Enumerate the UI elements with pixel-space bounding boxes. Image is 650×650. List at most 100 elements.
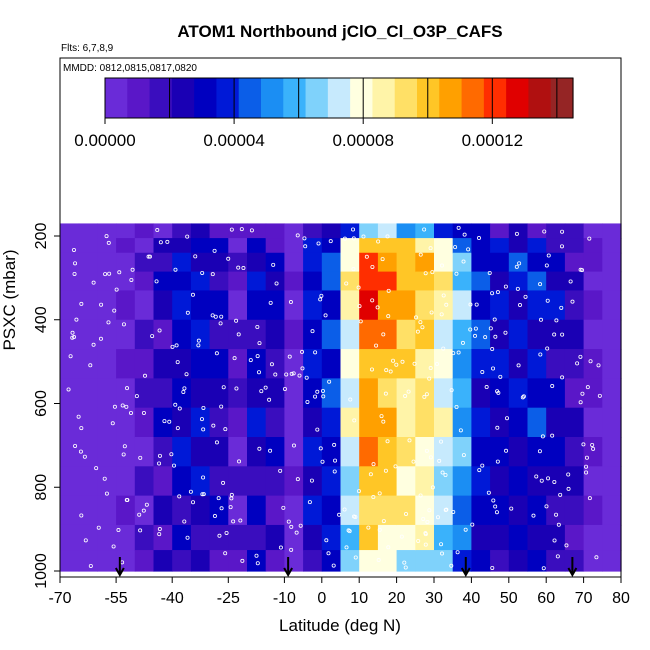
sample-point bbox=[487, 271, 492, 276]
sample-point bbox=[154, 279, 159, 284]
sample-point bbox=[441, 346, 446, 351]
colorbar-cell bbox=[461, 78, 485, 118]
sample-point bbox=[545, 346, 550, 351]
heatmap-cell bbox=[97, 378, 117, 409]
heatmap-cell bbox=[284, 407, 304, 438]
sample-point bbox=[504, 448, 509, 453]
heatmap-cell bbox=[228, 437, 248, 467]
heatmap-cell bbox=[546, 290, 566, 321]
heatmap-cell bbox=[153, 223, 173, 239]
heatmap-cell bbox=[452, 378, 472, 409]
heatmap-cell bbox=[228, 238, 248, 254]
heatmap-cell bbox=[359, 271, 379, 292]
sample-point bbox=[121, 452, 126, 457]
heatmap-cell bbox=[359, 495, 379, 526]
heatmap-cell bbox=[434, 252, 454, 273]
colorbar-ticks: 0.00000 0.00004 0.00008 0.00012 bbox=[74, 78, 558, 150]
colorbar-tick-label: 0.00004 bbox=[203, 131, 264, 150]
sample-point bbox=[353, 555, 358, 560]
sample-point bbox=[427, 508, 432, 513]
heatmap-cell bbox=[60, 550, 80, 572]
heatmap-cell bbox=[583, 223, 603, 239]
sample-point bbox=[495, 459, 500, 464]
sample-point bbox=[271, 262, 276, 267]
heatmap-cell bbox=[228, 252, 248, 273]
heatmap-cell bbox=[434, 495, 454, 526]
sample-point bbox=[564, 543, 569, 548]
sample-point bbox=[542, 229, 547, 234]
sample-point bbox=[488, 326, 493, 331]
heatmap-cell bbox=[303, 524, 323, 551]
sample-point bbox=[66, 387, 71, 392]
sample-point bbox=[440, 470, 445, 475]
sample-point bbox=[201, 475, 206, 480]
sample-point bbox=[440, 551, 445, 556]
sample-point bbox=[477, 468, 482, 473]
sample-point bbox=[421, 516, 426, 521]
heatmap-cell bbox=[116, 437, 136, 467]
heatmap-cell bbox=[284, 437, 304, 467]
heatmap-cell bbox=[265, 349, 285, 379]
heatmap-cell bbox=[527, 524, 547, 551]
sample-point bbox=[539, 478, 544, 483]
sample-point bbox=[451, 351, 456, 356]
sample-point bbox=[82, 454, 87, 459]
heatmap-cell bbox=[190, 349, 211, 379]
heatmap-cell bbox=[583, 290, 603, 321]
heatmap-cell bbox=[471, 550, 491, 572]
sample-point bbox=[423, 532, 428, 537]
heatmap-cell bbox=[78, 223, 98, 239]
sample-point bbox=[514, 231, 519, 236]
heatmap-cell bbox=[284, 271, 304, 292]
heatmap-cell bbox=[190, 271, 211, 292]
sample-point bbox=[505, 416, 510, 421]
heatmap-cell bbox=[321, 437, 342, 467]
sample-point bbox=[377, 527, 382, 532]
heatmap-cell bbox=[247, 407, 267, 438]
heatmap-cell bbox=[527, 495, 547, 526]
sample-point bbox=[379, 414, 384, 419]
sample-point bbox=[229, 227, 234, 232]
sample-point bbox=[491, 366, 496, 371]
sample-point bbox=[466, 247, 471, 252]
sample-point bbox=[538, 282, 543, 287]
heatmap-cell bbox=[415, 349, 435, 379]
heatmap-cell bbox=[546, 238, 566, 254]
heatmap-cell bbox=[78, 378, 98, 409]
y-tick-label: 600 bbox=[33, 390, 50, 417]
sample-point bbox=[545, 298, 550, 303]
heatmap-cell bbox=[190, 223, 211, 239]
sample-point bbox=[578, 267, 583, 272]
sample-point bbox=[584, 455, 589, 460]
heatmap-cell bbox=[471, 252, 491, 273]
sample-point bbox=[566, 472, 571, 477]
sample-point bbox=[196, 338, 201, 343]
heatmap-cell bbox=[471, 466, 491, 497]
sample-point bbox=[219, 404, 224, 409]
heatmap-cell bbox=[452, 550, 472, 572]
sample-point bbox=[332, 442, 337, 447]
sample-point bbox=[304, 375, 309, 380]
heatmap-cell bbox=[134, 378, 155, 409]
heatmap-cell bbox=[415, 378, 435, 409]
heatmap-cell bbox=[471, 407, 491, 438]
sample-point bbox=[594, 555, 599, 560]
heatmap-cell bbox=[471, 290, 491, 321]
heatmap-cell bbox=[583, 349, 603, 379]
sample-point bbox=[219, 506, 224, 511]
heatmap-cell bbox=[97, 290, 117, 321]
sample-point bbox=[72, 335, 77, 340]
heatmap-cell bbox=[564, 407, 585, 438]
y-tick-label: 200 bbox=[33, 223, 50, 250]
sample-point bbox=[289, 371, 294, 376]
heatmap-cell bbox=[60, 378, 80, 409]
heatmap-cell bbox=[153, 252, 173, 273]
sample-point bbox=[468, 302, 473, 307]
heatmap-cell bbox=[303, 550, 323, 572]
heatmap-cell bbox=[134, 319, 155, 350]
x-tick-label: -25 bbox=[217, 590, 240, 607]
sample-point bbox=[170, 344, 175, 349]
sample-point bbox=[429, 310, 434, 315]
heatmap-cell bbox=[321, 495, 342, 526]
